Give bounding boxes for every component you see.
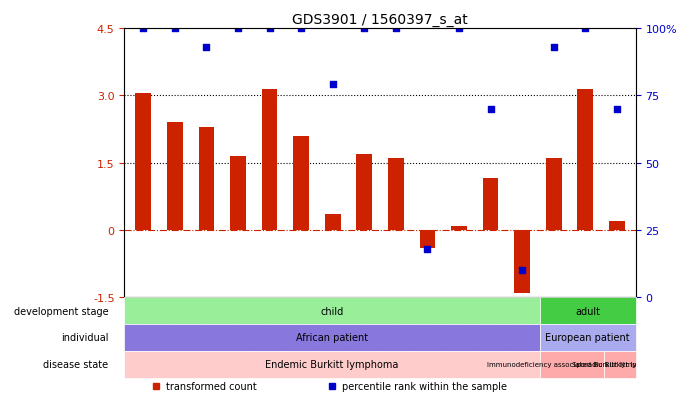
FancyBboxPatch shape bbox=[124, 324, 540, 351]
Bar bbox=[577, 89, 593, 230]
Bar bbox=[167, 123, 183, 230]
Point bbox=[612, 106, 623, 113]
Bar bbox=[482, 179, 498, 230]
Point bbox=[580, 26, 591, 32]
Text: Endemic Burkitt lymphoma: Endemic Burkitt lymphoma bbox=[265, 359, 399, 370]
Text: development stage: development stage bbox=[14, 306, 108, 316]
Title: GDS3901 / 1560397_s_at: GDS3901 / 1560397_s_at bbox=[292, 12, 468, 26]
Text: Sporadic Burkitt lymphoma: Sporadic Burkitt lymphoma bbox=[572, 361, 668, 368]
Bar bbox=[388, 159, 404, 230]
Text: African patient: African patient bbox=[296, 332, 368, 343]
Point bbox=[485, 106, 496, 113]
Bar bbox=[198, 127, 214, 230]
Bar bbox=[451, 227, 467, 230]
Point bbox=[296, 26, 307, 32]
Text: Immunodeficiency associated Burkitt lymphoma: Immunodeficiency associated Burkitt lymp… bbox=[487, 361, 656, 368]
Bar bbox=[546, 159, 562, 230]
Text: child: child bbox=[321, 306, 343, 316]
FancyBboxPatch shape bbox=[124, 297, 540, 324]
FancyBboxPatch shape bbox=[540, 297, 636, 324]
Bar bbox=[262, 89, 278, 230]
Point bbox=[548, 45, 559, 51]
Point bbox=[264, 26, 275, 32]
Text: percentile rank within the sample: percentile rank within the sample bbox=[341, 381, 507, 391]
FancyBboxPatch shape bbox=[124, 351, 540, 378]
FancyBboxPatch shape bbox=[604, 351, 636, 378]
FancyBboxPatch shape bbox=[540, 351, 604, 378]
Point bbox=[359, 26, 370, 32]
Point bbox=[390, 26, 401, 32]
Text: disease state: disease state bbox=[44, 359, 108, 370]
Text: adult: adult bbox=[576, 306, 600, 316]
Bar bbox=[609, 221, 625, 230]
Bar bbox=[325, 215, 341, 230]
FancyBboxPatch shape bbox=[540, 324, 636, 351]
Bar bbox=[357, 154, 372, 230]
Text: European patient: European patient bbox=[545, 332, 630, 343]
Bar bbox=[230, 157, 246, 230]
Point bbox=[169, 26, 180, 32]
Point bbox=[138, 26, 149, 32]
Point bbox=[453, 26, 464, 32]
Point bbox=[517, 267, 528, 274]
Bar bbox=[419, 230, 435, 248]
Bar bbox=[293, 136, 309, 230]
Point bbox=[422, 246, 433, 252]
Text: transformed count: transformed count bbox=[166, 381, 256, 391]
Point bbox=[327, 82, 338, 89]
Bar bbox=[514, 230, 530, 293]
Bar bbox=[135, 94, 151, 230]
Point bbox=[201, 45, 212, 51]
Text: individual: individual bbox=[61, 332, 108, 343]
Point bbox=[232, 26, 243, 32]
